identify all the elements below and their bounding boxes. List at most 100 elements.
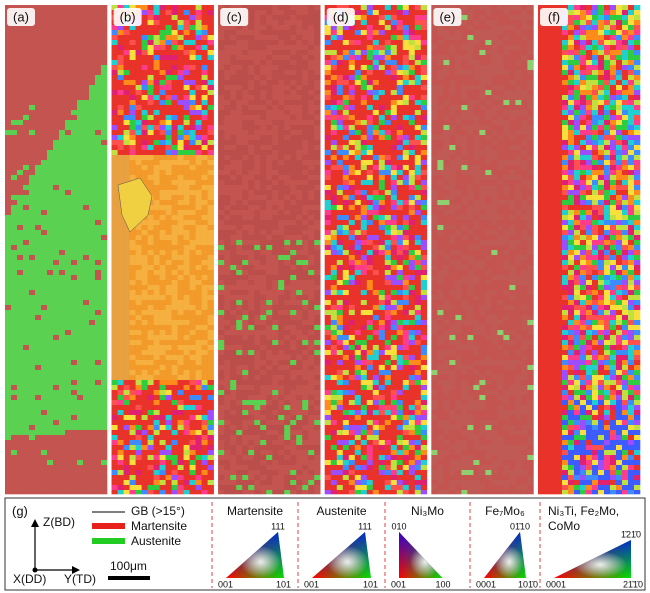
map-grain: [224, 165, 231, 171]
map-grain: [129, 385, 136, 391]
map-grain: [135, 175, 142, 181]
map-grain: [248, 210, 255, 216]
map-grain: [296, 470, 303, 476]
map-grain: [35, 215, 42, 221]
map-grain: [123, 155, 130, 161]
map-grain: [266, 365, 273, 371]
map-grain: [278, 45, 285, 51]
map-grain: [29, 205, 36, 211]
map-grain: [11, 100, 18, 106]
map-grain: [17, 325, 24, 331]
map-grain: [218, 345, 225, 351]
map-grain: [71, 60, 78, 66]
map-grain: [165, 130, 172, 136]
map-grain: [35, 485, 42, 491]
map-grain: [111, 35, 118, 41]
map-grain: [248, 415, 255, 421]
map-grain: [195, 20, 202, 26]
map-grain: [129, 315, 136, 321]
map-grain: [177, 150, 184, 156]
map-grain: [5, 455, 12, 461]
map-grain: [171, 55, 178, 61]
map-grain: [201, 185, 208, 191]
map-grain: [17, 190, 24, 196]
map-grain: [308, 200, 315, 206]
map-grain: [165, 165, 172, 171]
map-grain: [95, 15, 102, 21]
map-grain: [47, 260, 54, 266]
map-grain: [65, 350, 72, 356]
map-grain: [147, 490, 154, 495]
map-grain: [17, 125, 24, 131]
map-grain: [159, 65, 166, 71]
map-grain: [296, 95, 303, 101]
map-grain: [47, 325, 54, 331]
map-grain: [183, 255, 190, 261]
map-grain: [89, 225, 96, 231]
map-grain: [153, 50, 160, 56]
map-grain: [165, 375, 172, 381]
map-grain: [171, 315, 178, 321]
map-grain: [123, 230, 130, 236]
map-grain: [23, 415, 30, 421]
map-grain: [65, 185, 72, 191]
map-grain: [83, 205, 90, 211]
map-grain: [5, 30, 12, 36]
map-grain: [248, 220, 255, 226]
map-grain: [260, 10, 267, 16]
map-grain: [71, 320, 78, 326]
map-grain: [284, 15, 291, 21]
map-grain: [248, 425, 255, 431]
map-grain: [296, 235, 303, 241]
map-grain: [5, 25, 12, 31]
map-grain: [141, 320, 148, 326]
map-grain: [141, 480, 148, 486]
map-grain: [5, 115, 12, 121]
map-grain: [302, 360, 309, 366]
map-grain: [41, 315, 48, 321]
map-grain: [41, 185, 48, 191]
map-grain: [41, 340, 48, 346]
map-grain: [35, 185, 42, 191]
map-grain: [117, 55, 124, 61]
map-grain: [242, 395, 249, 401]
map-grain: [29, 195, 36, 201]
map-grain: [314, 355, 321, 361]
map-grain: [224, 90, 231, 96]
map-grain: [147, 295, 154, 301]
map-grain: [5, 395, 12, 401]
map-grain: [89, 20, 96, 26]
map-grain: [171, 225, 178, 231]
map-grain: [77, 315, 84, 321]
map-grain: [254, 305, 261, 311]
map-grain: [266, 465, 273, 471]
map-grain: [101, 430, 108, 436]
map-grain: [218, 35, 225, 41]
map-grain: [53, 310, 60, 316]
map-grain: [77, 5, 84, 11]
map-grain: [83, 115, 90, 121]
map-grain: [218, 160, 225, 166]
map-grain: [111, 285, 118, 291]
map-grain: [314, 300, 321, 306]
map-grain: [17, 5, 24, 11]
map-grain: [53, 415, 60, 421]
map-grain: [89, 480, 96, 486]
map-grain: [236, 405, 243, 411]
map-grain: [177, 385, 184, 391]
map-grain: [11, 210, 18, 216]
map-grain: [5, 130, 12, 136]
map-grain: [236, 30, 243, 36]
map-grain: [5, 150, 12, 156]
map-grain: [266, 80, 273, 86]
map-grain: [290, 405, 297, 411]
map-grain: [224, 370, 231, 376]
map-grain: [284, 200, 291, 206]
map-grain: [41, 110, 48, 116]
map-grain: [41, 165, 48, 171]
map-grain: [23, 150, 30, 156]
map-grain: [89, 310, 96, 316]
map-grain: [159, 220, 166, 226]
map-grain: [201, 90, 208, 96]
map-grain: [59, 105, 66, 111]
